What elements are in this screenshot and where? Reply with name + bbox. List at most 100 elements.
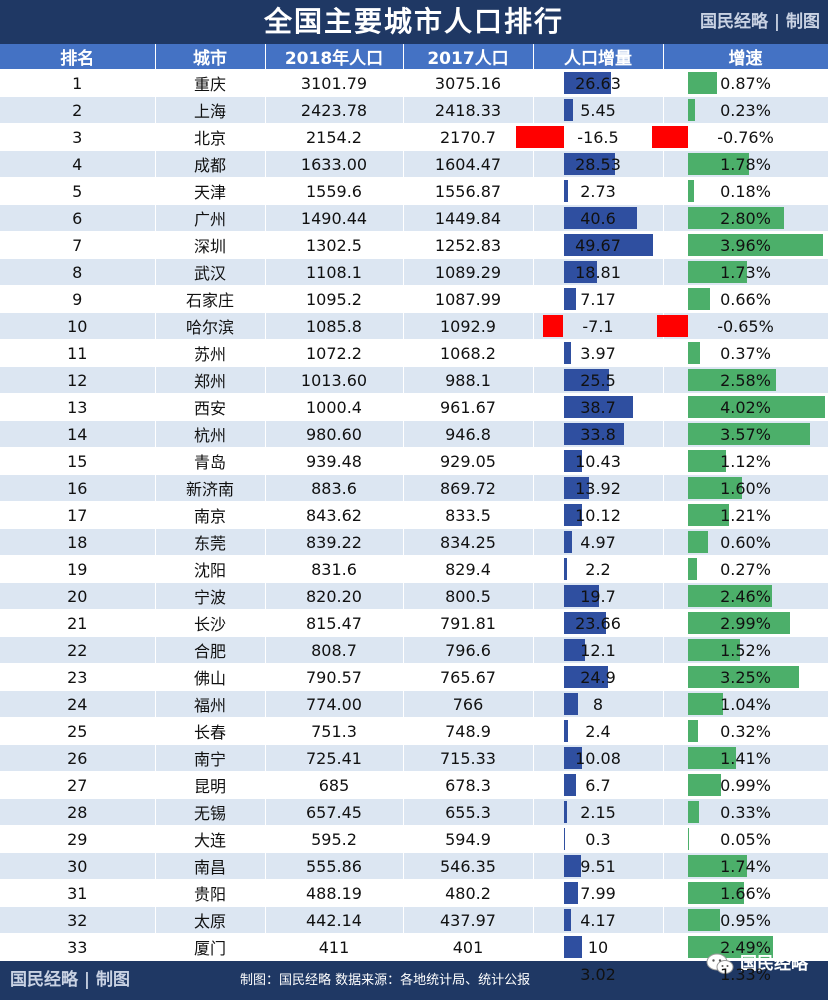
increase-bar [563, 99, 574, 121]
table-row: 15 青岛 939.48 929.05 10.43 1.12% [0, 447, 828, 475]
rank-cell: 33 [0, 933, 156, 961]
growth-cell: 0.66% [663, 285, 828, 313]
pop2017-cell: 678.3 [403, 771, 534, 799]
table-row: 18 东莞 839.22 834.25 4.97 0.60% [0, 528, 828, 556]
growth-label: 1.74% [720, 856, 771, 876]
rank-cell: 20 [0, 582, 156, 610]
rank-cell: 32 [0, 906, 156, 934]
city-cell: 厦门 [155, 933, 266, 961]
pop2017-cell: 796.6 [403, 636, 534, 664]
page-title: 全国主要城市人口排行 [263, 5, 564, 38]
growth-bar [687, 504, 730, 526]
rank-cell: 23 [0, 663, 156, 691]
increase-cell: 2.73 [533, 177, 664, 205]
rank-cell: 31 [0, 879, 156, 907]
pop2017-cell: 401 [403, 933, 534, 961]
city-cell: 长春 [155, 717, 266, 745]
increase-label: 19.7 [580, 586, 616, 606]
growth-cell: 1.04% [663, 690, 828, 718]
increase-bar [563, 774, 576, 796]
pop2017-cell: 655.3 [403, 798, 534, 826]
increase-cell: 13.92 [533, 474, 664, 502]
table-row: 13 西安 1000.4 961.67 38.7 4.02% [0, 393, 828, 421]
pop2018-cell: 774.00 [265, 690, 404, 718]
increase-label: 28.53 [575, 154, 621, 174]
pop2017-cell: 1556.87 [403, 177, 534, 205]
growth-cell: 1.78% [663, 150, 828, 178]
rank-cell: 26 [0, 744, 156, 772]
increase-bar [563, 693, 578, 715]
growth-cell: 0.99% [663, 771, 828, 799]
growth-bar [687, 909, 721, 931]
table-row: 6 广州 1490.44 1449.84 40.6 2.80% [0, 204, 828, 232]
table-row: 16 新济南 883.6 869.72 13.92 1.60% [0, 474, 828, 502]
table-row: 4 成都 1633.00 1604.47 28.53 1.78% [0, 150, 828, 178]
column-header-city: 城市 [155, 44, 266, 70]
increase-label: 9.51 [580, 856, 616, 876]
growth-bar [687, 396, 826, 418]
growth-label: 1.12% [720, 451, 771, 471]
increase-label: 33.8 [580, 424, 616, 444]
column-header-rank: 排名 [0, 44, 156, 70]
growth-label: 3.25% [720, 667, 771, 687]
city-cell: 沈阳 [155, 555, 266, 583]
wechat-icon [706, 953, 734, 974]
increase-bar [563, 666, 609, 688]
growth-bar [652, 126, 688, 148]
growth-label: 0.95% [720, 910, 771, 930]
increase-cell: 25.5 [533, 366, 664, 394]
increase-label: -7.1 [582, 316, 614, 336]
increase-bar [563, 801, 568, 823]
table-row: 9 石家庄 1095.2 1087.99 7.17 0.66% [0, 285, 828, 313]
city-cell: 南宁 [155, 744, 266, 772]
table-row: 1 重庆 3101.79 3075.16 26.63 0.87% [0, 69, 828, 97]
increase-bar [563, 288, 577, 310]
growth-bar [687, 234, 824, 256]
increase-label: 49.67 [575, 235, 621, 255]
pop2018-cell: 980.60 [265, 420, 404, 448]
increase-bar [563, 531, 573, 553]
increase-cell: 10.43 [533, 447, 664, 475]
pop2017-cell: 929.05 [403, 447, 534, 475]
increase-label: 0.3 [585, 829, 611, 849]
pop2017-cell: 715.33 [403, 744, 534, 772]
rank-cell: 3 [0, 123, 156, 151]
city-cell: 大连 [155, 825, 266, 853]
pop2018-cell: 831.6 [265, 555, 404, 583]
growth-label: 2.80% [720, 208, 771, 228]
rank-cell: 10 [0, 312, 156, 340]
increase-bar [563, 261, 598, 283]
increase-label: 10 [587, 937, 609, 957]
increase-bar [563, 369, 610, 391]
header-bar: 全国主要城市人口排行 国民经略 | 制图 [0, 0, 828, 44]
increase-cell: 28.53 [533, 150, 664, 178]
pop2017-cell: 2170.7 [403, 123, 534, 151]
city-cell: 无锡 [155, 798, 266, 826]
increase-cell: 19.7 [533, 582, 664, 610]
city-cell: 东莞 [155, 528, 266, 556]
table-row: 26 南宁 725.41 715.33 10.08 1.41% [0, 744, 828, 772]
growth-label: 2.99% [720, 613, 771, 633]
increase-cell: 7.99 [533, 879, 664, 907]
column-header-pop2018: 2018年人口 [265, 44, 404, 70]
pop2017-cell: 1252.83 [403, 231, 534, 259]
increase-label: 38.7 [580, 397, 616, 417]
growth-label: 0.37% [720, 343, 771, 363]
growth-label: 2.58% [720, 370, 771, 390]
column-header-growth: 增速 [663, 44, 828, 70]
growth-bar [687, 936, 773, 958]
increase-cell: 6.7 [533, 771, 664, 799]
increase-label: 10.43 [575, 451, 621, 471]
growth-label: 0.32% [720, 721, 771, 741]
increase-label: 3.02 [580, 964, 616, 984]
growth-cell: 4.02% [663, 393, 828, 421]
pop2017-cell: 766 [403, 690, 534, 718]
pop2018-cell: 843.62 [265, 501, 404, 529]
pop2017-cell: 1087.99 [403, 285, 534, 313]
increase-cell: 2.2 [533, 555, 664, 583]
city-cell: 合肥 [155, 636, 266, 664]
increase-bar [563, 153, 615, 175]
table-row: 14 杭州 980.60 946.8 33.8 3.57% [0, 420, 828, 448]
city-cell: 西安 [155, 393, 266, 421]
growth-bar [687, 288, 711, 310]
